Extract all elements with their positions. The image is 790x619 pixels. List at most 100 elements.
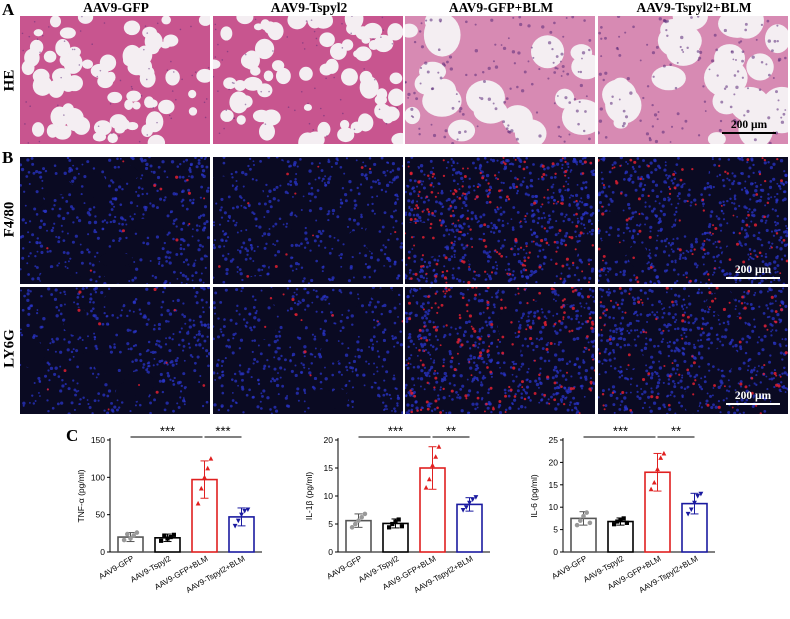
column-title-gfp-blm: AAV9-GFP+BLM — [448, 0, 554, 15]
y-tick-label-1-0: 0 — [328, 547, 333, 557]
data-point-0-1-1 — [162, 533, 167, 538]
significance-label-1-0: *** — [388, 424, 403, 439]
data-point-1-1-0 — [387, 525, 392, 530]
data-point-2-2-4 — [661, 450, 667, 456]
y-tick-label-0-3: 150 — [91, 435, 105, 445]
micrograph-ly6g-2 — [405, 287, 595, 414]
data-point-1-2-0 — [423, 485, 429, 490]
data-point-2-0-1 — [578, 518, 583, 523]
micrograph-ly6g-3 — [598, 287, 788, 414]
data-point-2-3-3 — [695, 494, 701, 499]
scale-bar-f480-label: 200 μm — [734, 264, 772, 276]
data-point-0-2-4 — [208, 456, 214, 461]
data-point-1-1-3 — [396, 517, 401, 522]
data-point-0-2-0 — [195, 500, 201, 506]
data-point-1-0-3 — [359, 514, 365, 520]
significance-label-0-0: *** — [160, 424, 175, 439]
data-point-0-0-2 — [128, 536, 133, 541]
micrograph-he-0 — [20, 16, 210, 144]
data-point-0-0-1 — [125, 531, 130, 537]
scale-bar-ly6g: 200 μm — [726, 390, 780, 405]
significance-label-1-1: ** — [446, 424, 456, 439]
micrograph-he-3 — [598, 16, 788, 144]
micrograph-he-2 — [405, 16, 595, 144]
column-title-gfp: AAV9-GFP — [83, 0, 149, 15]
bar-1-3 — [456, 503, 483, 553]
data-point-2-2-3 — [658, 455, 664, 460]
data-point-2-2-0 — [648, 486, 654, 492]
y-axis-label-0: TNF-α (pg/ml) — [76, 469, 86, 522]
data-point-2-1-4 — [624, 520, 629, 525]
y-axis-label-1: IL-1β (pg/ml) — [304, 472, 314, 521]
data-point-2-2-2 — [655, 466, 660, 472]
scale-bar-he-label: 200 μm — [730, 119, 768, 131]
data-point-2-3-2 — [692, 500, 697, 506]
data-point-0-2-1 — [198, 485, 204, 491]
scale-bar-f480-line — [726, 277, 780, 279]
data-point-1-0-2 — [356, 518, 361, 523]
y-tick-label-0-1: 50 — [96, 510, 106, 520]
data-point-0-1-3 — [168, 534, 173, 540]
data-point-1-1-2 — [393, 519, 398, 524]
data-point-1-1-4 — [399, 524, 404, 529]
micrograph-ly6g-1 — [213, 287, 403, 414]
significance-label-0-1: *** — [215, 424, 230, 439]
data-point-2-1-1 — [615, 519, 620, 524]
micrograph-f480-3 — [598, 157, 788, 284]
bar-2-2 — [644, 471, 671, 553]
data-point-0-3-0 — [232, 523, 238, 529]
data-point-1-0-4 — [362, 511, 368, 517]
data-point-2-0-0 — [574, 522, 580, 528]
data-point-0-2-3 — [205, 465, 211, 471]
y-tick-label-1-3: 15 — [324, 463, 334, 473]
data-point-0-0-3 — [131, 533, 136, 538]
row-label-f480: F4/80 — [1, 201, 18, 238]
data-point-0-1-2 — [165, 536, 170, 541]
data-point-2-1-0 — [612, 522, 617, 527]
y-tick-label-1-2: 10 — [324, 491, 334, 501]
column-title-tspyl2-blm: AAV9-Tspyl2+BLM — [636, 0, 752, 15]
data-point-1-3-1 — [463, 505, 469, 510]
panel-letter-b: B — [2, 148, 14, 167]
y-tick-label-1-4: 20 — [324, 435, 334, 445]
micrograph-f480-2 — [405, 157, 595, 284]
micrograph-f480-1 — [213, 157, 403, 284]
panel-letter-a: A — [2, 0, 15, 19]
y-axis-label-2: IL-6 (pg/ml) — [529, 474, 539, 518]
data-point-1-3-0 — [460, 508, 466, 513]
data-point-2-3-4 — [698, 491, 704, 497]
y-tick-label-2-2: 10 — [549, 502, 559, 512]
significance-label-2-1: ** — [671, 424, 681, 439]
data-point-1-0-0 — [349, 525, 355, 530]
data-point-2-3-1 — [688, 507, 694, 513]
scale-bar-ly6g-label: 200 μm — [734, 390, 772, 402]
data-point-1-2-3 — [433, 454, 439, 459]
y-tick-label-1-1: 5 — [328, 519, 333, 529]
data-point-0-1-0 — [159, 538, 164, 543]
micrograph-he-1 — [213, 16, 403, 144]
micrograph-f480-0 — [20, 157, 210, 284]
bar-2-1 — [607, 520, 634, 553]
data-point-0-0-4 — [134, 530, 140, 535]
data-point-2-0-2 — [581, 513, 586, 519]
data-point-2-1-2 — [618, 517, 623, 522]
data-point-0-0-0 — [121, 537, 127, 543]
data-point-0-3-1 — [235, 518, 241, 524]
column-title-tspyl2: AAV9-Tspyl2 — [270, 0, 348, 15]
y-tick-label-0-2: 100 — [91, 472, 105, 482]
data-point-0-3-4 — [245, 507, 251, 513]
data-point-1-1-1 — [390, 521, 395, 527]
y-tick-label-0-0: 0 — [100, 547, 105, 557]
row-label-ly6g: LY6G — [1, 329, 18, 368]
panel-letter-c: C — [66, 426, 79, 445]
data-point-2-0-4 — [587, 520, 593, 526]
micrograph-ly6g-0 — [20, 287, 210, 414]
y-tick-label-2-3: 15 — [549, 480, 559, 490]
data-point-1-3-3 — [470, 497, 476, 502]
data-point-0-3-2 — [239, 512, 244, 518]
row-label-he: HE — [1, 69, 18, 92]
data-point-2-1-3 — [621, 516, 626, 521]
data-point-1-2-1 — [426, 476, 432, 482]
